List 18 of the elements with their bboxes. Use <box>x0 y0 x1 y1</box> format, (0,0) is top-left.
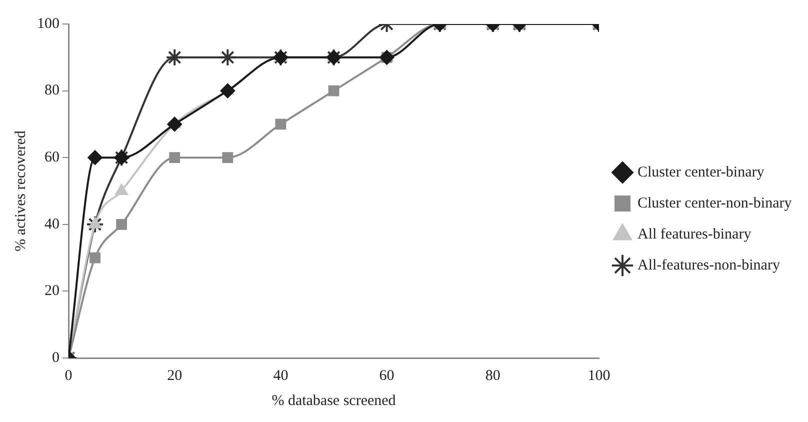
legend-label: All-features-non-binary <box>638 257 780 274</box>
legend-label: Cluster center-non-binary <box>638 195 792 212</box>
legend-label: All features-binary <box>638 226 752 242</box>
y-axis-title: % actives recovered <box>12 130 29 252</box>
y-tick-label: 40 <box>44 216 60 232</box>
legend-label: Cluster center-binary <box>638 164 765 180</box>
x-tick-label: 20 <box>167 368 182 384</box>
y-tick-label: 0 <box>52 350 60 366</box>
y-tick-label: 20 <box>44 283 60 300</box>
x-tick-label: 80 <box>485 368 500 384</box>
y-tick-label: 80 <box>44 82 60 99</box>
y-tick-label: 60 <box>44 150 60 166</box>
x-tick-label: 0 <box>64 368 72 384</box>
y-tick-label: 100 <box>37 16 60 32</box>
x-tick-label: 40 <box>273 368 288 384</box>
x-tick-label: 60 <box>379 368 394 384</box>
x-tick-label: 100 <box>588 368 610 384</box>
x-axis-title: % database screened <box>272 392 396 409</box>
